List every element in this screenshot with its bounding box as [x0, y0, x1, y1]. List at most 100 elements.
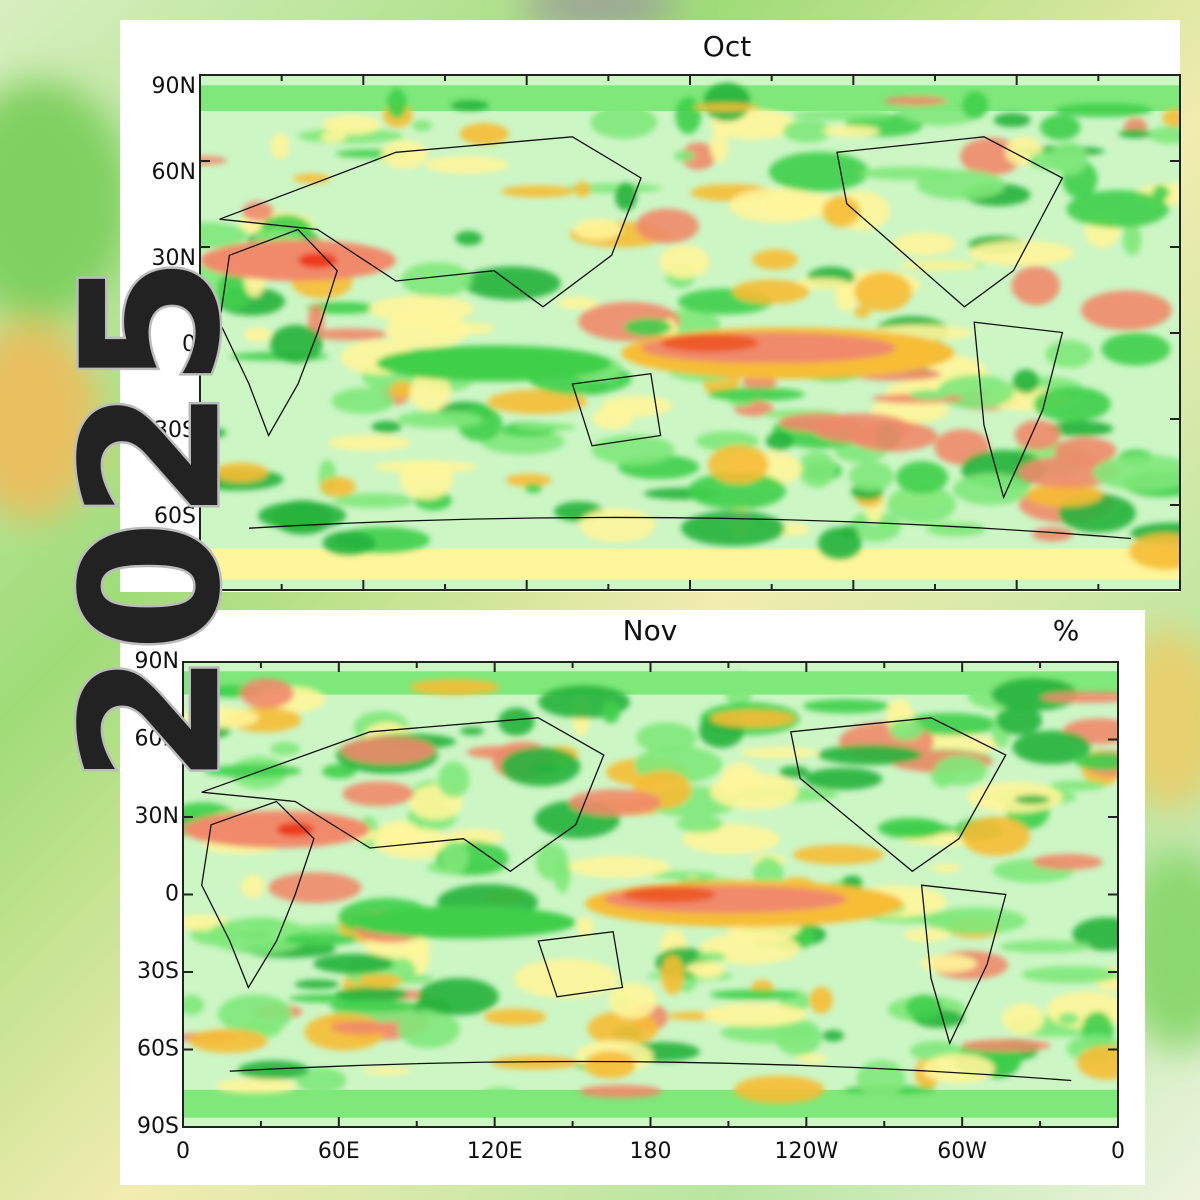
map-region	[696, 952, 727, 962]
map-region	[487, 389, 587, 415]
map-region	[1050, 141, 1089, 176]
map-region	[577, 916, 594, 938]
map-region	[752, 249, 798, 270]
lat-label: 90N	[152, 74, 196, 99]
map-region	[358, 973, 403, 988]
lon-label: 60W	[937, 1139, 987, 1164]
map-region	[567, 856, 671, 878]
map-region	[377, 820, 421, 847]
lon-label: 0	[176, 1139, 190, 1164]
map-region	[342, 781, 415, 807]
map-region	[887, 485, 956, 525]
coastline	[973, 321, 1064, 500]
map-region	[217, 994, 293, 1034]
map-region	[724, 671, 753, 708]
map-region	[792, 109, 893, 121]
coastline	[201, 800, 315, 989]
map-region	[856, 1060, 906, 1098]
map-region	[802, 698, 890, 714]
map-region	[776, 523, 810, 536]
map-region	[1101, 332, 1171, 366]
map-region	[381, 140, 428, 169]
map-region	[322, 531, 376, 555]
map-region	[314, 328, 387, 341]
map-region	[768, 151, 869, 192]
map-region	[330, 1021, 394, 1035]
map-region	[822, 125, 880, 137]
lat-label: 60S	[154, 504, 196, 529]
map-region	[779, 765, 810, 779]
map-region	[292, 173, 331, 184]
map-region	[926, 522, 986, 537]
map-region	[450, 100, 490, 111]
map-region	[601, 701, 621, 724]
map-region	[961, 91, 989, 119]
map-region	[968, 240, 1074, 266]
map-region	[320, 131, 347, 143]
map-region	[390, 381, 415, 399]
map-region	[322, 764, 357, 779]
map-region	[484, 1008, 547, 1026]
map-region	[417, 977, 499, 1016]
map-region	[854, 271, 912, 312]
map-region	[200, 548, 1180, 580]
lat-label: 90N	[135, 649, 179, 674]
coastline	[229, 1060, 1072, 1082]
coastline	[790, 717, 1007, 873]
map-region	[675, 96, 702, 135]
map-region	[269, 324, 323, 363]
map-region	[524, 483, 542, 493]
map-region	[822, 196, 861, 228]
map-oct	[200, 75, 1180, 590]
map-region	[568, 789, 662, 816]
map-region	[1049, 780, 1106, 791]
unit-label: %	[1053, 614, 1080, 647]
map-region	[1066, 190, 1170, 228]
map-region	[1129, 533, 1180, 570]
map-region	[1014, 420, 1061, 451]
map-region	[183, 995, 205, 1016]
map-region	[1033, 386, 1111, 422]
map-region	[490, 1055, 579, 1070]
map-region	[272, 500, 334, 535]
map-region	[728, 188, 826, 223]
map-region	[687, 472, 786, 510]
map-region	[838, 525, 859, 539]
map-region	[1147, 125, 1180, 144]
map-region	[920, 954, 977, 973]
map-region	[183, 707, 259, 729]
map-region	[892, 232, 956, 256]
map-region	[341, 736, 435, 764]
coastline	[201, 717, 605, 873]
map-region	[397, 1009, 460, 1049]
map-region	[397, 410, 483, 429]
map-region	[1047, 420, 1114, 437]
map-region	[676, 815, 723, 833]
map-region	[200, 425, 227, 440]
map-region	[710, 130, 729, 163]
lat-label: 60N	[135, 727, 179, 752]
map-region	[848, 421, 938, 452]
map-region	[579, 1084, 662, 1098]
map-region	[1011, 266, 1060, 306]
map-region	[183, 810, 370, 849]
map-region	[660, 333, 759, 353]
map-region	[331, 388, 395, 415]
map-region	[240, 678, 294, 709]
map-region	[961, 816, 1030, 856]
map-region	[673, 150, 696, 162]
map-region	[1118, 129, 1151, 139]
lon-label: 120E	[467, 1139, 523, 1164]
map-region	[991, 678, 1078, 711]
map-region	[650, 871, 717, 880]
map-region	[967, 781, 1063, 813]
map-region	[822, 1029, 845, 1042]
map-region	[681, 142, 717, 170]
map-region	[483, 1087, 518, 1099]
map-region	[937, 374, 1015, 409]
map-region	[692, 103, 760, 112]
map-region	[242, 201, 274, 222]
map-region	[659, 244, 710, 279]
map-region	[635, 208, 699, 244]
map-region	[409, 679, 500, 696]
